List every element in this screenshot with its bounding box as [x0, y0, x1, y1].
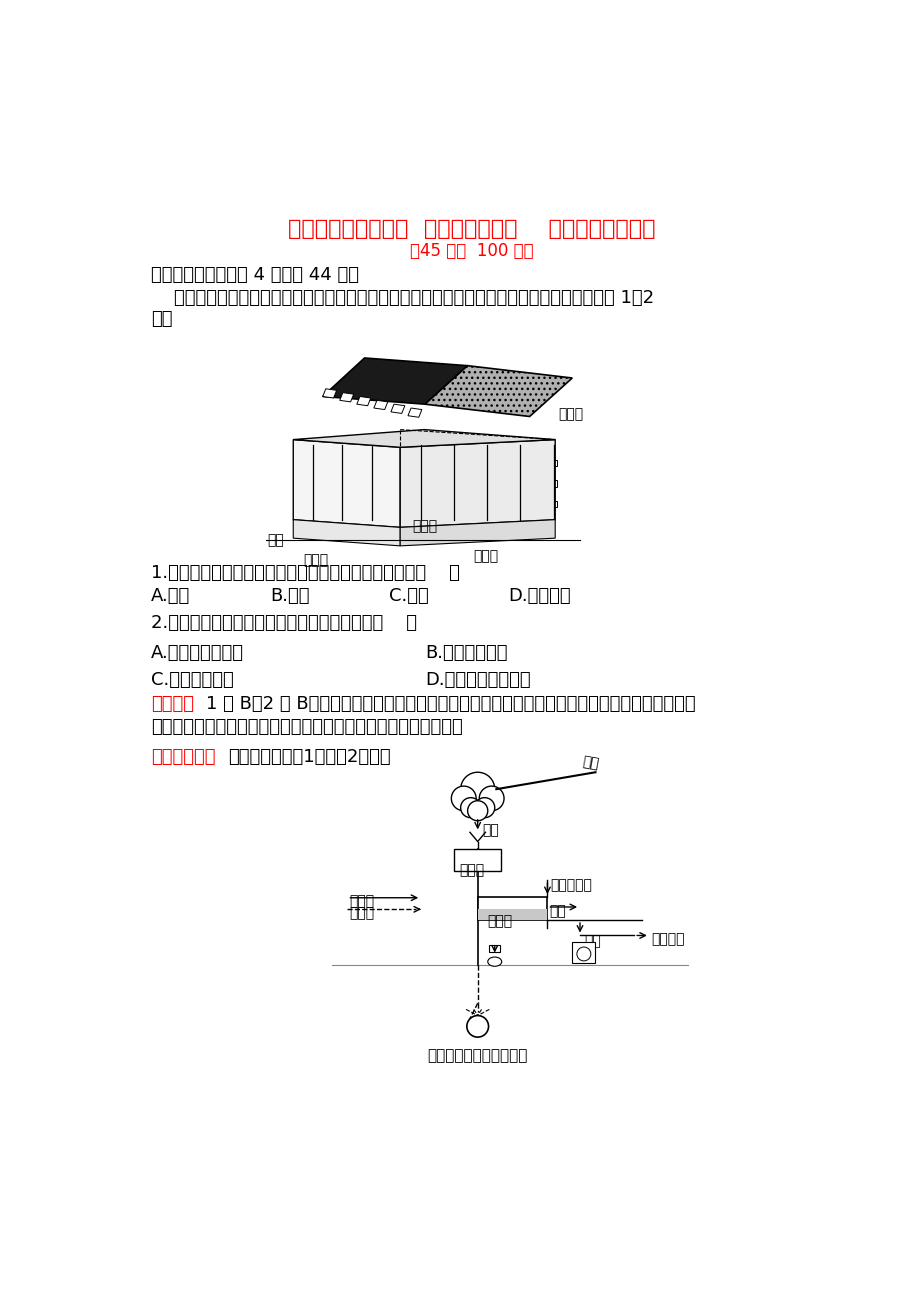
Polygon shape	[357, 397, 370, 406]
Bar	[550, 460, 556, 466]
Polygon shape	[293, 430, 554, 448]
Bar	[450, 501, 456, 508]
Text: 雨水: 雨水	[482, 823, 499, 837]
Circle shape	[460, 798, 481, 818]
Polygon shape	[339, 393, 353, 402]
Polygon shape	[400, 519, 554, 546]
Text: 自来水补充: 自来水补充	[550, 879, 592, 892]
Bar	[450, 480, 456, 487]
Circle shape	[460, 772, 494, 806]
Bar	[309, 460, 315, 466]
Bar	[417, 501, 424, 508]
Text: 【加固训练】: 【加固训练】	[151, 747, 215, 766]
Bar	[489, 945, 500, 953]
Ellipse shape	[487, 957, 501, 966]
Text: 集水槽: 集水槽	[558, 408, 583, 422]
Polygon shape	[323, 358, 467, 404]
Bar	[338, 480, 345, 487]
Text: 过滤器: 过滤器	[459, 863, 483, 878]
Bar	[516, 480, 523, 487]
Text: A.补充城市地下水: A.补充城市地下水	[151, 644, 244, 663]
Text: 一、选择题（每小题 4 分，共 44 分）: 一、选择题（每小题 4 分，共 44 分）	[151, 266, 358, 284]
Bar	[483, 501, 490, 508]
Text: 读下图，回答（1）、（2）题。: 读下图，回答（1）、（2）题。	[228, 747, 391, 766]
Text: 溢流: 溢流	[549, 905, 565, 919]
Polygon shape	[293, 519, 400, 546]
Circle shape	[576, 947, 590, 961]
Text: 而该雨水处理方式直接影响了地表径流，并有利于减缓城市内涝。: 而该雨水处理方式直接影响了地表径流，并有利于减缓城市内涝。	[151, 719, 462, 737]
Bar	[477, 909, 547, 921]
Polygon shape	[391, 404, 404, 414]
Text: B.径流: B.径流	[269, 587, 309, 605]
Polygon shape	[293, 440, 400, 527]
Text: 题。: 题。	[151, 310, 172, 328]
Circle shape	[466, 1016, 488, 1038]
Bar	[454, 849, 501, 871]
Polygon shape	[323, 389, 336, 398]
Text: C.蒸发: C.蒸发	[389, 587, 428, 605]
Text: 管道: 管道	[267, 534, 283, 548]
Text: 蓄水池: 蓄水池	[303, 553, 328, 568]
Bar	[309, 501, 315, 508]
Bar	[483, 480, 490, 487]
Text: 可用水: 可用水	[348, 894, 374, 909]
Text: 渗透系统或污水排放系统: 渗透系统或污水排放系统	[427, 1048, 528, 1062]
Bar	[369, 501, 375, 508]
Bar	[450, 460, 456, 466]
Text: 屋顶: 屋顶	[581, 754, 600, 771]
Circle shape	[467, 801, 487, 820]
Text: 2.该类房屋的雨水处理方式，最突出的效益是（    ）: 2.该类房屋的雨水处理方式，最突出的效益是（ ）	[151, 613, 416, 631]
Bar	[477, 897, 547, 921]
Bar	[338, 460, 345, 466]
Text: 课时提升作业（九）  自然界的水循环    水资源的合理利用: 课时提升作业（九） 自然界的水循环 水资源的合理利用	[288, 219, 654, 240]
Bar	[550, 501, 556, 508]
Text: B.减缓城市内涝: B.减缓城市内涝	[425, 644, 507, 663]
Bar	[417, 480, 424, 487]
Bar	[483, 460, 490, 466]
Bar	[572, 941, 595, 963]
Text: 1.图中所示的雨水处理方式，直接影响的水循环环节是（    ）: 1.图中所示的雨水处理方式，直接影响的水循环环节是（ ）	[151, 564, 459, 582]
Text: 废弃水: 废弃水	[348, 906, 374, 921]
Bar	[516, 501, 523, 508]
Text: 下图为我国某城市为利用雨水而设计的房屋效果图，收集到的雨水可用于洗车、冲厕等。回答 1、2: 下图为我国某城市为利用雨水而设计的房屋效果图，收集到的雨水可用于洗车、冲厕等。回…	[151, 289, 653, 307]
Text: 1 选 B，2 选 B。从图中可以看出雨水被收集到蓄水池中存储起来，使降雨时的地表径流减少；因: 1 选 B，2 选 B。从图中可以看出雨水被收集到蓄水池中存储起来，使降雨时的地…	[206, 695, 696, 713]
Text: 蓄水池: 蓄水池	[472, 549, 497, 562]
Circle shape	[479, 786, 504, 811]
Text: D.提升居住环境质量: D.提升居住环境质量	[425, 671, 530, 689]
Text: 屋外用水: 屋外用水	[651, 932, 684, 947]
Text: A.下渗: A.下渗	[151, 587, 189, 605]
Bar	[338, 501, 345, 508]
Text: 供水: 供水	[584, 934, 601, 948]
Text: D.水汽输送: D.水汽输送	[508, 587, 571, 605]
Circle shape	[474, 798, 494, 818]
Text: 【解析】: 【解析】	[151, 695, 193, 713]
Polygon shape	[373, 400, 388, 410]
Polygon shape	[400, 440, 554, 527]
Bar	[369, 480, 375, 487]
Text: C.缓解城市缺水: C.缓解城市缺水	[151, 671, 233, 689]
Bar	[550, 480, 556, 487]
Bar	[417, 460, 424, 466]
Text: 蓄水池: 蓄水池	[486, 914, 512, 928]
Text: （45 分钟  100 分）: （45 分钟 100 分）	[409, 242, 533, 260]
Bar	[369, 460, 375, 466]
Polygon shape	[407, 408, 422, 417]
Bar	[516, 460, 523, 466]
Text: 集水管: 集水管	[412, 519, 437, 534]
Circle shape	[451, 786, 476, 811]
Bar	[309, 480, 315, 487]
Polygon shape	[425, 366, 572, 417]
